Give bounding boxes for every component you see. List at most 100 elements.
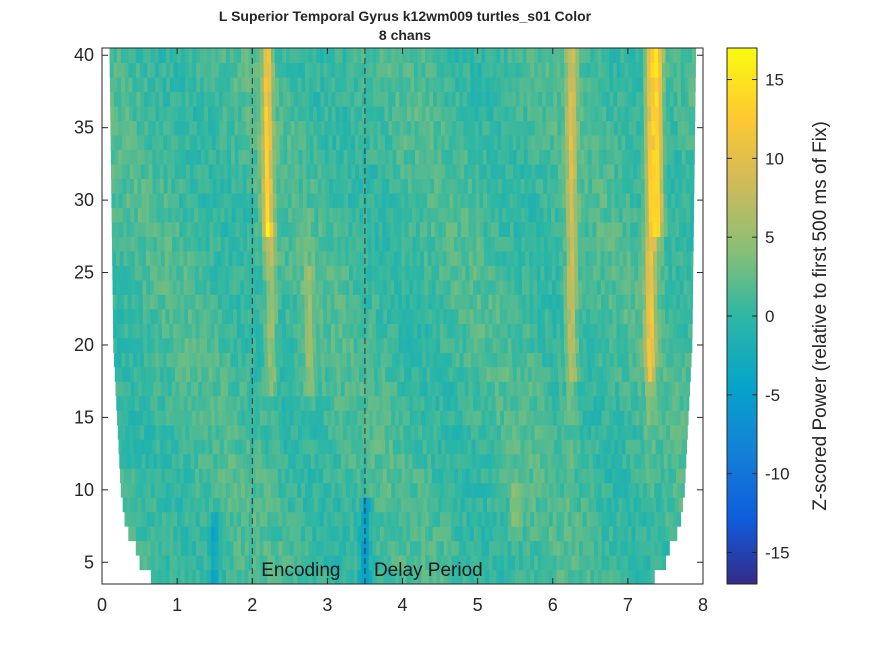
heatmap-cell [313,134,318,151]
heatmap-cell [560,337,565,353]
heatmap-cell [157,395,162,411]
heatmap-cell [132,424,138,440]
heatmap-cell [403,352,408,368]
heatmap-cell [503,468,508,484]
heatmap-cell [539,221,545,237]
heatmap-cell [526,410,531,426]
heatmap-cell [246,149,251,165]
heatmap-cell [300,395,305,411]
heatmap-cell [299,207,304,223]
heatmap-cell [309,134,315,151]
heatmap-cell [214,337,220,353]
heatmap-cell [168,265,174,281]
heatmap-cell [529,250,534,266]
heatmap-cell [506,265,512,281]
heatmap-cell [422,352,427,368]
heatmap-cell [311,279,316,295]
heatmap-cell [674,192,680,208]
heatmap-cell [510,468,516,484]
heatmap-cell [528,192,533,208]
heatmap-cell [146,468,151,484]
heatmap-cell [171,366,176,382]
heatmap-cell [267,526,272,542]
heatmap-cell [589,395,594,411]
heatmap-cell [478,120,483,136]
heatmap-cell [447,555,452,571]
heatmap-cell [240,294,245,310]
heatmap-cell [600,453,605,469]
heatmap-cell [400,178,405,194]
heatmap-cell [633,381,639,397]
heatmap-cell [582,540,588,556]
heatmap-cell [251,468,256,484]
heatmap-cell [407,352,412,368]
heatmap-cell [430,366,435,382]
heatmap-cell [195,468,200,484]
heatmap-cell [595,120,600,136]
heatmap-cell [677,424,682,440]
heatmap-cell [319,555,325,571]
heatmap-cell [303,250,309,266]
heatmap-cell [473,555,479,571]
heatmap-cell [139,482,144,498]
heatmap-cell [374,497,379,513]
heatmap-cell [564,540,569,556]
heatmap-cell [256,482,261,498]
heatmap-cell [346,482,351,498]
heatmap-cell [508,424,513,440]
heatmap-cell [616,526,621,542]
heatmap-cell [479,381,485,397]
heatmap-cell [479,163,484,179]
heatmap-cell [354,352,359,368]
heatmap-cell [553,105,558,122]
heatmap-cell [197,163,202,179]
heatmap-cell [536,279,542,295]
heatmap-cell [415,163,420,179]
heatmap-cell [558,366,563,382]
heatmap-cell [564,105,570,122]
heatmap-cell [292,221,297,237]
heatmap-cell [203,308,208,324]
heatmap-cell [152,497,158,513]
heatmap-cell [557,424,562,440]
heatmap-cell [275,120,281,136]
heatmap-cell [347,178,353,194]
heatmap-cell [381,192,387,208]
heatmap-cell [552,294,557,310]
heatmap-cell [361,410,366,426]
heatmap-cell [387,482,392,498]
heatmap-cell [227,439,232,455]
heatmap-cell [308,323,313,339]
heatmap-cell [161,294,166,310]
heatmap-cell [282,555,287,571]
heatmap-cell [117,337,122,353]
heatmap-cell [477,294,482,310]
heatmap-cell [671,207,676,223]
heatmap-cell [546,439,552,455]
heatmap-cell [590,555,595,571]
heatmap-cell [310,207,316,223]
heatmap-cell [175,497,180,513]
heatmap-cell [177,105,183,122]
heatmap-cell [476,221,481,237]
heatmap-cell [588,207,593,223]
heatmap-cell [552,555,558,571]
heatmap-cell [206,308,212,324]
heatmap-cell [579,424,585,440]
heatmap-cell [358,352,363,368]
heatmap-cell [370,178,375,194]
heatmap-cell [461,453,466,469]
heatmap-cell [286,424,292,440]
heatmap-cell [625,178,631,194]
heatmap-cell [330,323,336,339]
heatmap-cell [662,352,667,368]
heatmap-cell [287,134,292,151]
heatmap-cell [551,381,556,397]
heatmap-cell [462,555,467,571]
heatmap-cell [448,120,453,136]
heatmap-cell [376,105,382,122]
heatmap-cell [479,497,484,513]
heatmap-cell [194,192,199,208]
heatmap-cell [443,410,449,426]
heatmap-cell [607,192,612,208]
